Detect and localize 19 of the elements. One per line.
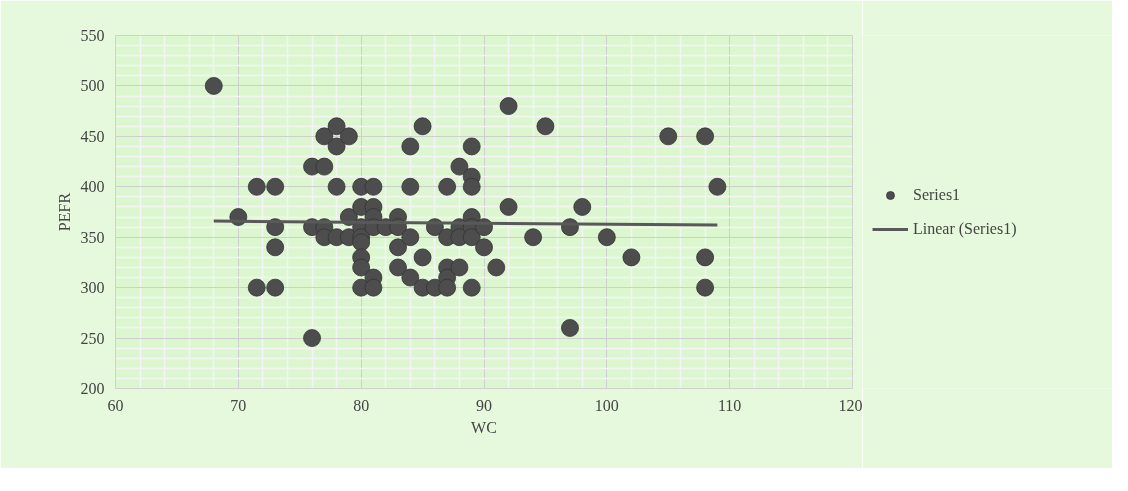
x-tick-label: 80: [353, 396, 370, 414]
legend-label: Linear (Series1): [913, 219, 1017, 238]
y-tick-label: 550: [80, 27, 105, 44]
y-tick-label: 300: [80, 279, 105, 297]
y-tick-label: 450: [80, 127, 105, 145]
y-tick-label: 500: [80, 77, 105, 95]
x-tick-label: 60: [107, 396, 124, 414]
x-tick-label: 120: [838, 396, 863, 414]
x-tick-label: 90: [476, 396, 492, 414]
y-tick-label: 400: [80, 178, 105, 196]
y-tick-label: 200: [80, 380, 105, 397]
y-axis-title: PEFR: [55, 192, 73, 232]
x-axis-title: WC: [471, 418, 497, 436]
y-tick-label: 250: [80, 329, 105, 347]
x-tick-label: 110: [717, 396, 742, 414]
legend-label: Series1: [913, 185, 961, 204]
y-tick-label: 350: [80, 228, 105, 246]
x-tick-label: 100: [594, 396, 619, 414]
x-tick-label: 70: [230, 396, 247, 414]
